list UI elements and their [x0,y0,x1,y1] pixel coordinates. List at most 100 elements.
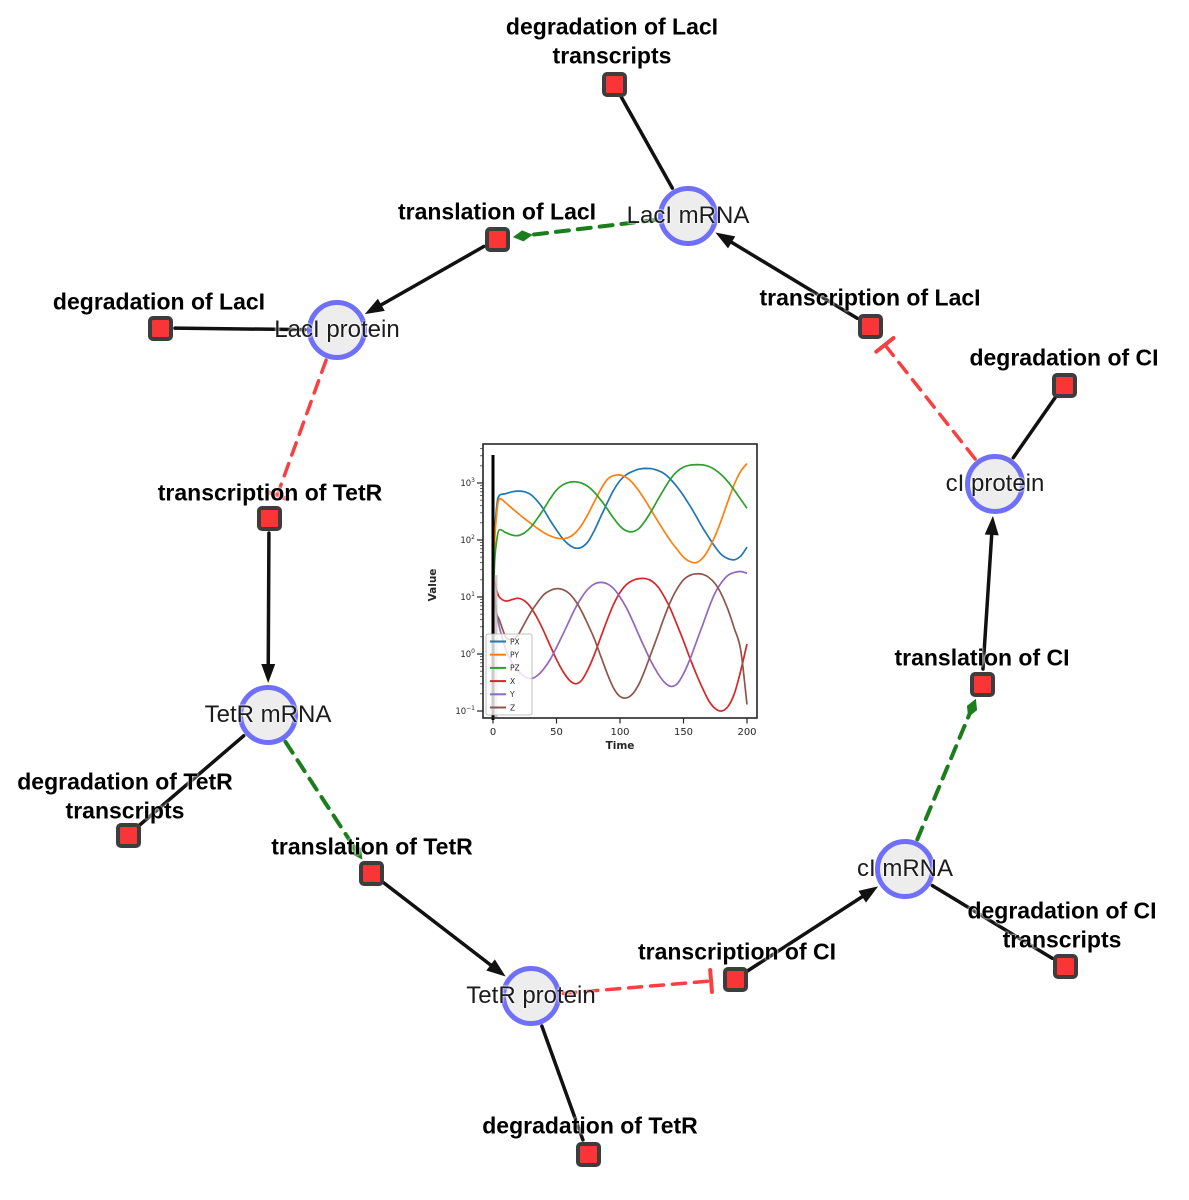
reaction-label-line: translation of CI [894,644,1070,671]
reaction-label-tx_tetR: transcription of TetR [158,479,382,508]
edge-consumption-lacI_protein-deg_lacI [173,326,307,332]
reaction-label-line: degradation of CI [969,344,1159,371]
reaction-node-transl_cI[interactable] [969,671,995,697]
reaction-label-deg_tetR: degradation of TetR [482,1112,698,1141]
species-node-tetR_protein[interactable] [501,966,561,1026]
species-label-lacI_protein: LacI protein [274,316,400,343]
edge-production-transl_tetR-tetR_protein [381,880,497,970]
edge-inhibition-tetR_protein-tx_cI [561,979,713,996]
y-tick-label: 103 [460,477,475,489]
reaction-label-line: degradation of LacI [505,13,719,40]
species-node-lacI_protein[interactable] [307,300,367,360]
legend-label-Y: Y [509,690,515,699]
legend-box [485,633,533,716]
edge-production-tx_cI-cI_mRNA-arrowhead [858,886,879,903]
reaction-label-line: transcripts [552,42,672,68]
edge-modifier-tetR_mRNA-transl_tetR [283,739,356,849]
reaction-label-line: degradation of LacI [52,288,266,315]
reaction-label-transl_cI: translation of CI [894,644,1069,673]
edge-consumption-tetR_mRNA-deg_tetR_tx [137,734,246,827]
reaction-node-tx_tetR[interactable] [256,505,282,531]
edge-production-tx_lacI-lacI_mRNA [725,238,859,320]
reaction-node-deg_lacI_tx[interactable] [601,71,627,97]
x-tick-label: 100 [610,727,629,738]
species-node-cI_mRNA[interactable] [875,839,935,899]
edge-production-tx_cI-cI_mRNA [745,892,869,973]
reaction-node-tx_lacI[interactable] [857,313,883,339]
edge-inhibition-lacI_protein-tx_tetR-tbar [264,489,290,502]
edge-consumption-lacI_mRNA-deg_lacI_tx [619,95,675,190]
edge-production-transl_cI-cI_protein [981,528,994,671]
edge-production-transl_lacI-lacI_protein-arrowhead [364,298,385,315]
reaction-label-line: transcripts [1002,926,1122,952]
reaction-node-deg_cI[interactable] [1051,372,1077,398]
edge-consumption-cI_mRNA-deg_cI_tx [930,883,1054,960]
reaction-label-line: translation of TetR [271,833,473,860]
reaction-label-deg_lacI_tx: degradation of LacI transcripts [506,12,718,70]
reaction-label-line: transcription of TetR [157,479,383,506]
series-line-PY [492,462,748,655]
reaction-label-line: transcription of CI [637,938,837,965]
legend-label-X: X [510,677,515,686]
y-tick-label: 102 [460,534,475,546]
reaction-label-tx_lacI: transcription of LacI [759,284,980,313]
legend-label-PY: PY [510,651,519,660]
edge-inhibition-lacI_protein-tx_tetR [275,358,328,498]
inset-timecourse-chart: 10−1 100 101 102 103 0 50 100 150 200 Time Value PX P… [425,435,770,760]
edge-modifier-cI_mRNA-transl_cI-diamond [966,698,978,718]
species-label-cI_mRNA: cI mRNA [857,855,953,882]
edge-inhibition-cI_protein-tx_lacI-tbar [874,335,896,354]
reaction-label-line: degradation of CI [967,897,1157,924]
reaction-label-transl_tetR: translation of TetR [271,833,472,862]
edge-modifier-lacI_mRNA-transl_lacI-diamond [512,230,533,242]
species-node-tetR_mRNA[interactable] [238,685,298,745]
edge-production-tx_tetR-tetR_mRNA-arrowhead [261,663,276,684]
chart-frame [482,443,758,719]
legend-label-PX: PX [510,637,520,646]
reaction-node-transl_tetR[interactable] [358,860,384,886]
legend-label-PZ: PZ [510,664,520,673]
edge-modifier-cI_mRNA-transl_cI [915,711,972,842]
edge-production-transl_tetR-tetR_protein-arrowhead [486,959,506,977]
reaction-label-transl_lacI: translation of LacI [398,198,596,227]
x-tick-label: 150 [674,727,693,738]
reaction-label-line: degradation of TetR [17,768,233,795]
reaction-node-deg_lacI[interactable] [147,315,173,341]
edge-consumption-tetR_protein-deg_tetR [540,1024,585,1142]
series-line-PZ [492,463,748,655]
reaction-label-deg_lacI: degradation of LacI [53,288,265,317]
series-line-Z [492,572,748,705]
reaction-node-deg_tetR_tx[interactable] [115,822,141,848]
edge-production-transl_cI-cI_protein-arrowhead [984,515,999,536]
reaction-node-tx_cI[interactable] [722,966,748,992]
edge-modifier-tetR_mRNA-transl_tetR-diamond [351,842,363,860]
edge-modifier-lacI_mRNA-transl_lacI [526,217,659,238]
reaction-label-line: degradation of TetR [482,1112,698,1139]
species-node-lacI_mRNA[interactable] [658,186,718,246]
series-line-X [492,574,748,712]
reaction-node-deg_tetR[interactable] [575,1141,601,1167]
species-label-tetR_protein: TetR protein [466,982,596,1009]
species-label-cI_protein: cI protein [945,470,1045,497]
chart-legend: PX PY PZ XYZ [485,633,533,716]
reaction-label-line: transcription of LacI [759,284,981,311]
species-node-cI_protein[interactable] [965,454,1025,514]
reaction-node-deg_cI_tx[interactable] [1052,953,1078,979]
edge-inhibition-tetR_protein-tx_cI-tbar [708,968,714,994]
reaction-label-line: translation of LacI [397,198,597,225]
edge-production-tx_lacI-lacI_mRNA-arrowhead [715,232,736,249]
reaction-label-deg_cI: degradation of CI [969,344,1158,373]
x-tick-label: 50 [550,727,563,738]
series-line-PX [492,467,748,655]
species-label-lacI_mRNA: LacI mRNA [626,202,750,229]
x-tick-label: 0 [490,727,496,738]
y-tick-label: 10−1 [455,705,475,717]
y-tick-label: 101 [460,591,475,603]
y-tick-label: 100 [460,648,475,660]
x-tick-label: 200 [737,727,756,738]
reaction-node-transl_lacI[interactable] [484,226,510,252]
legend-label-Z: Z [510,703,515,712]
